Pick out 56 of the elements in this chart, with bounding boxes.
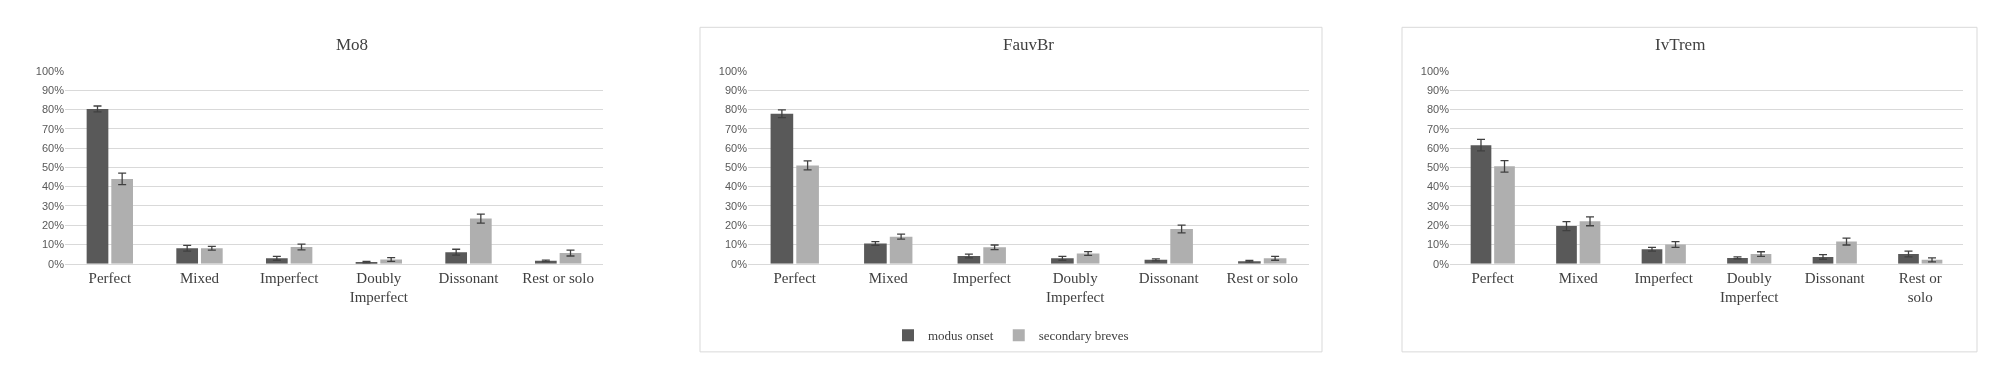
y-tick-label: 0%: [48, 257, 65, 270]
x-tick-label: Mixed: [868, 269, 909, 286]
x-tick-label: Perfect: [88, 269, 132, 286]
x-tick-label: Imperfect: [952, 269, 1012, 286]
y-tick-label: 10%: [41, 238, 65, 251]
y-tick-label: 50%: [724, 161, 748, 174]
y-tick-label: 10%: [1426, 238, 1450, 251]
y-tick-label: 40%: [724, 180, 748, 193]
y-tick-label: 40%: [41, 180, 65, 193]
y-tick-label: 40%: [1426, 180, 1450, 193]
y-tick-label: 20%: [1426, 219, 1450, 231]
y-tick-label: 0%: [1433, 257, 1450, 270]
y-tick-label: 10%: [724, 238, 748, 251]
y-tick-label: 80%: [41, 103, 65, 116]
y-tick-label: 60%: [41, 141, 65, 154]
x-tick-label: Rest or solo: [522, 269, 595, 286]
x-tick-label: Rest or solo: [1898, 269, 1942, 306]
y-tick-label: 20%: [724, 219, 748, 231]
x-tick-label: Doubly Imperfect: [349, 269, 409, 306]
x-tick-label: Imperfect: [260, 269, 320, 286]
y-tick-label: 100%: [1420, 64, 1450, 77]
y-tick-label: 100%: [35, 64, 65, 77]
y-tick-label: 90%: [724, 84, 748, 97]
x-tick-label: Mixed: [179, 269, 220, 286]
legend-label: modus onset: [928, 328, 994, 344]
chart-title: FauvBr: [1003, 35, 1055, 54]
y-tick-label: 80%: [724, 103, 748, 116]
y-tick-label: 70%: [724, 122, 748, 135]
x-tick-label: Mixed: [1558, 269, 1599, 286]
y-tick-label: 90%: [41, 84, 65, 97]
legend-label: secondary breves: [1038, 328, 1129, 344]
y-tick-label: 70%: [1426, 122, 1450, 135]
y-tick-label: 60%: [724, 141, 748, 154]
x-tick-label: Perfect: [773, 269, 817, 286]
chart-title: IvTrem: [1655, 35, 1706, 54]
y-tick-label: 30%: [41, 199, 65, 212]
x-tick-label: Doubly Imperfect: [1046, 269, 1106, 306]
y-tick-label: 90%: [1426, 84, 1450, 97]
y-tick-label: 20%: [41, 219, 65, 231]
x-tick-label: Perfect: [1471, 269, 1515, 286]
x-tick-label: Dissonant: [1138, 269, 1200, 286]
x-tick-label: Dissonant: [438, 269, 500, 286]
x-tick-label: Doubly Imperfect: [1720, 269, 1780, 306]
y-tick-label: 30%: [1426, 199, 1450, 212]
y-tick-label: 100%: [718, 64, 748, 77]
y-tick-label: 0%: [731, 257, 748, 270]
x-tick-label: Imperfect: [1634, 269, 1694, 286]
x-tick-label: Rest or solo: [1226, 269, 1299, 286]
y-tick-label: 30%: [724, 199, 748, 212]
y-tick-label: 70%: [41, 122, 65, 135]
chart-title: Mo8: [336, 35, 369, 54]
y-tick-label: 50%: [41, 161, 65, 174]
y-tick-label: 80%: [1426, 103, 1450, 116]
y-tick-label: 60%: [1426, 141, 1450, 154]
x-tick-label: Dissonant: [1804, 269, 1866, 286]
y-tick-label: 50%: [1426, 161, 1450, 174]
